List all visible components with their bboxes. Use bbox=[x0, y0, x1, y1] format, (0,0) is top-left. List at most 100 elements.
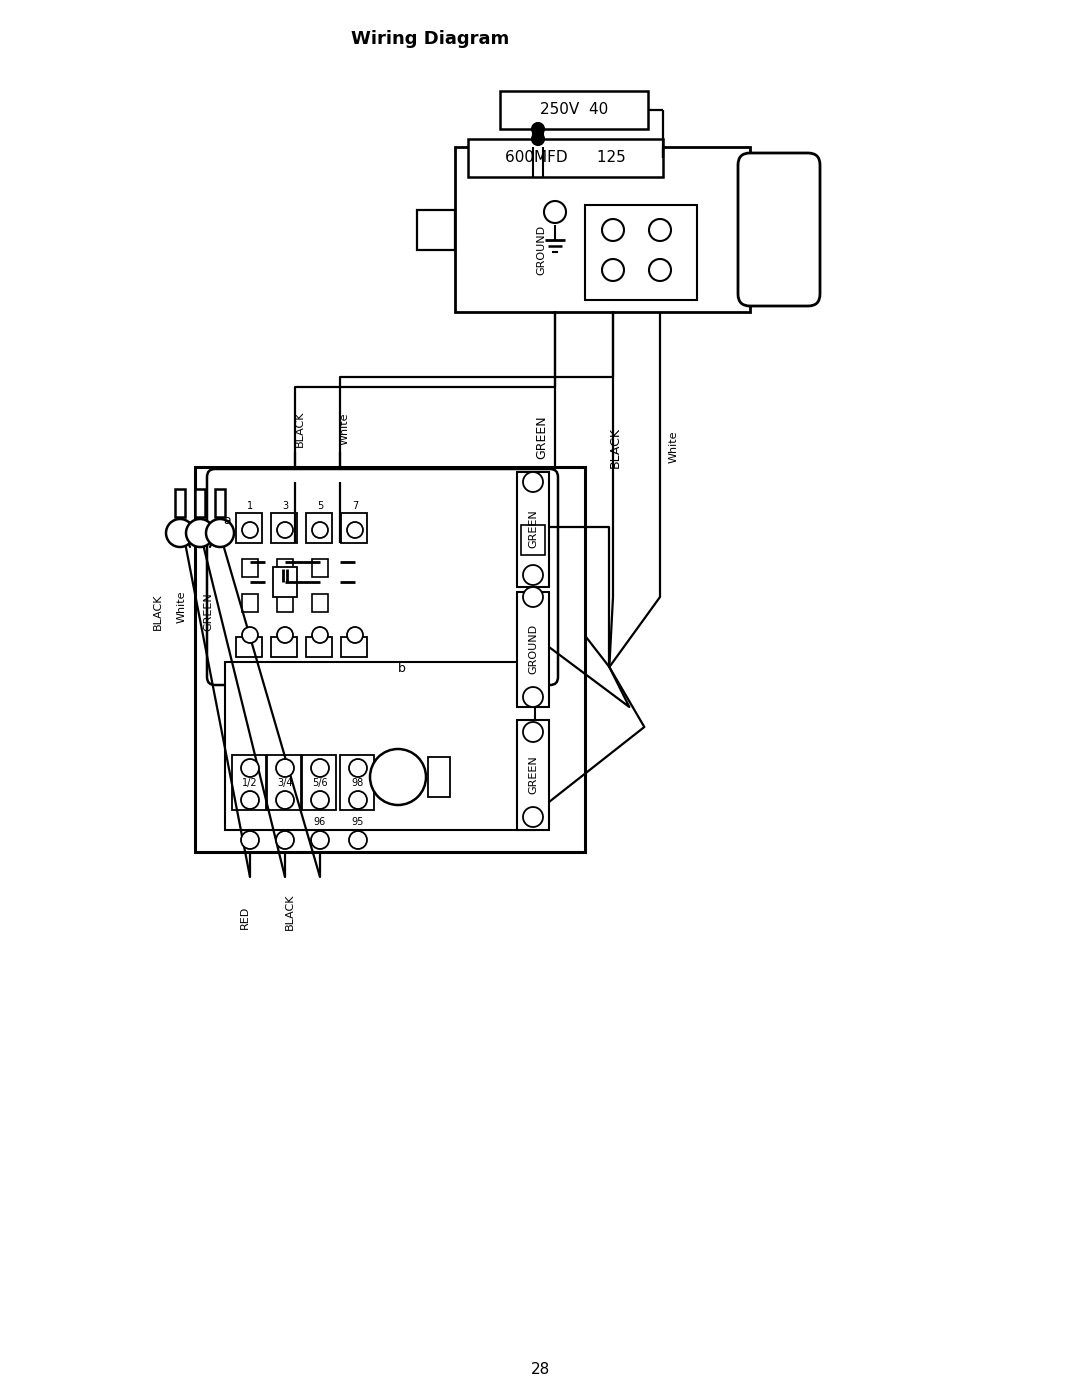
Circle shape bbox=[349, 791, 367, 809]
Circle shape bbox=[523, 807, 543, 827]
FancyBboxPatch shape bbox=[738, 154, 820, 306]
Text: GROUND: GROUND bbox=[528, 624, 538, 675]
Text: 250V  40: 250V 40 bbox=[540, 102, 608, 117]
Circle shape bbox=[544, 201, 566, 224]
Bar bbox=[302, 754, 336, 810]
Bar bbox=[215, 489, 225, 517]
Circle shape bbox=[347, 627, 363, 643]
Text: BLACK: BLACK bbox=[285, 894, 295, 930]
Text: White: White bbox=[669, 430, 679, 464]
Circle shape bbox=[276, 791, 294, 809]
Bar bbox=[585, 205, 697, 300]
FancyBboxPatch shape bbox=[207, 469, 558, 685]
Circle shape bbox=[532, 123, 544, 136]
Circle shape bbox=[312, 522, 328, 538]
Circle shape bbox=[276, 759, 294, 777]
Text: 96: 96 bbox=[314, 817, 326, 827]
Text: GREEN: GREEN bbox=[528, 510, 538, 549]
Bar bbox=[341, 513, 367, 543]
Circle shape bbox=[166, 520, 194, 548]
Text: 7: 7 bbox=[352, 502, 359, 511]
Bar bbox=[306, 513, 332, 543]
Bar bbox=[237, 513, 262, 543]
Bar bbox=[225, 662, 535, 830]
Bar bbox=[428, 757, 450, 798]
Text: BLACK: BLACK bbox=[153, 594, 163, 630]
Bar bbox=[340, 754, 374, 810]
Circle shape bbox=[523, 687, 543, 707]
Bar bbox=[500, 91, 648, 129]
Bar bbox=[271, 637, 297, 657]
Bar bbox=[195, 489, 205, 517]
Circle shape bbox=[311, 831, 329, 849]
Bar bbox=[267, 754, 301, 810]
Bar bbox=[242, 559, 258, 577]
Circle shape bbox=[347, 522, 363, 538]
Circle shape bbox=[206, 520, 234, 548]
Text: 3/4: 3/4 bbox=[278, 778, 293, 788]
Text: GROUND: GROUND bbox=[536, 225, 546, 275]
Circle shape bbox=[186, 520, 214, 548]
Text: b: b bbox=[399, 662, 406, 676]
Circle shape bbox=[523, 472, 543, 492]
Circle shape bbox=[349, 831, 367, 849]
Bar bbox=[455, 147, 750, 312]
Text: 1: 1 bbox=[247, 502, 253, 511]
Text: White: White bbox=[177, 591, 187, 623]
Text: 28: 28 bbox=[530, 1362, 550, 1376]
Circle shape bbox=[532, 133, 544, 145]
Text: Wiring Diagram: Wiring Diagram bbox=[351, 29, 509, 47]
Bar bbox=[312, 594, 328, 612]
Circle shape bbox=[349, 759, 367, 777]
Bar bbox=[276, 559, 293, 577]
Circle shape bbox=[312, 627, 328, 643]
Text: RED: RED bbox=[240, 905, 249, 929]
Bar bbox=[195, 467, 585, 852]
Circle shape bbox=[649, 219, 671, 242]
Text: 5: 5 bbox=[316, 502, 323, 511]
Bar bbox=[517, 472, 549, 587]
Bar bbox=[517, 592, 549, 707]
Circle shape bbox=[523, 722, 543, 742]
Circle shape bbox=[523, 587, 543, 608]
Bar bbox=[175, 489, 185, 517]
Circle shape bbox=[523, 564, 543, 585]
Bar bbox=[521, 525, 545, 555]
Bar bbox=[273, 567, 297, 597]
Circle shape bbox=[276, 522, 293, 538]
Text: a: a bbox=[224, 514, 231, 527]
Bar bbox=[232, 754, 266, 810]
Bar bbox=[341, 637, 367, 657]
Circle shape bbox=[370, 749, 426, 805]
Text: 1/2: 1/2 bbox=[242, 778, 258, 788]
Bar bbox=[237, 637, 262, 657]
Text: GREEN: GREEN bbox=[536, 415, 549, 458]
Circle shape bbox=[241, 759, 259, 777]
Circle shape bbox=[242, 627, 258, 643]
Circle shape bbox=[276, 627, 293, 643]
Bar bbox=[276, 594, 293, 612]
Bar bbox=[271, 513, 297, 543]
Circle shape bbox=[241, 831, 259, 849]
Text: 600MFD      125: 600MFD 125 bbox=[505, 151, 626, 165]
Bar bbox=[417, 210, 455, 250]
Circle shape bbox=[311, 759, 329, 777]
Circle shape bbox=[602, 219, 624, 242]
Bar bbox=[242, 594, 258, 612]
Text: 3: 3 bbox=[282, 502, 288, 511]
Bar bbox=[517, 719, 549, 830]
Text: BLACK: BLACK bbox=[295, 411, 305, 447]
Circle shape bbox=[311, 791, 329, 809]
Bar bbox=[306, 637, 332, 657]
Circle shape bbox=[276, 831, 294, 849]
Circle shape bbox=[602, 258, 624, 281]
Circle shape bbox=[649, 258, 671, 281]
Bar bbox=[468, 138, 663, 177]
Circle shape bbox=[241, 791, 259, 809]
Text: 5/6: 5/6 bbox=[312, 778, 328, 788]
Bar bbox=[312, 559, 328, 577]
Text: White: White bbox=[340, 412, 350, 446]
Text: BLACK: BLACK bbox=[608, 426, 621, 468]
Text: 95: 95 bbox=[352, 817, 364, 827]
Text: GREEN: GREEN bbox=[528, 756, 538, 795]
